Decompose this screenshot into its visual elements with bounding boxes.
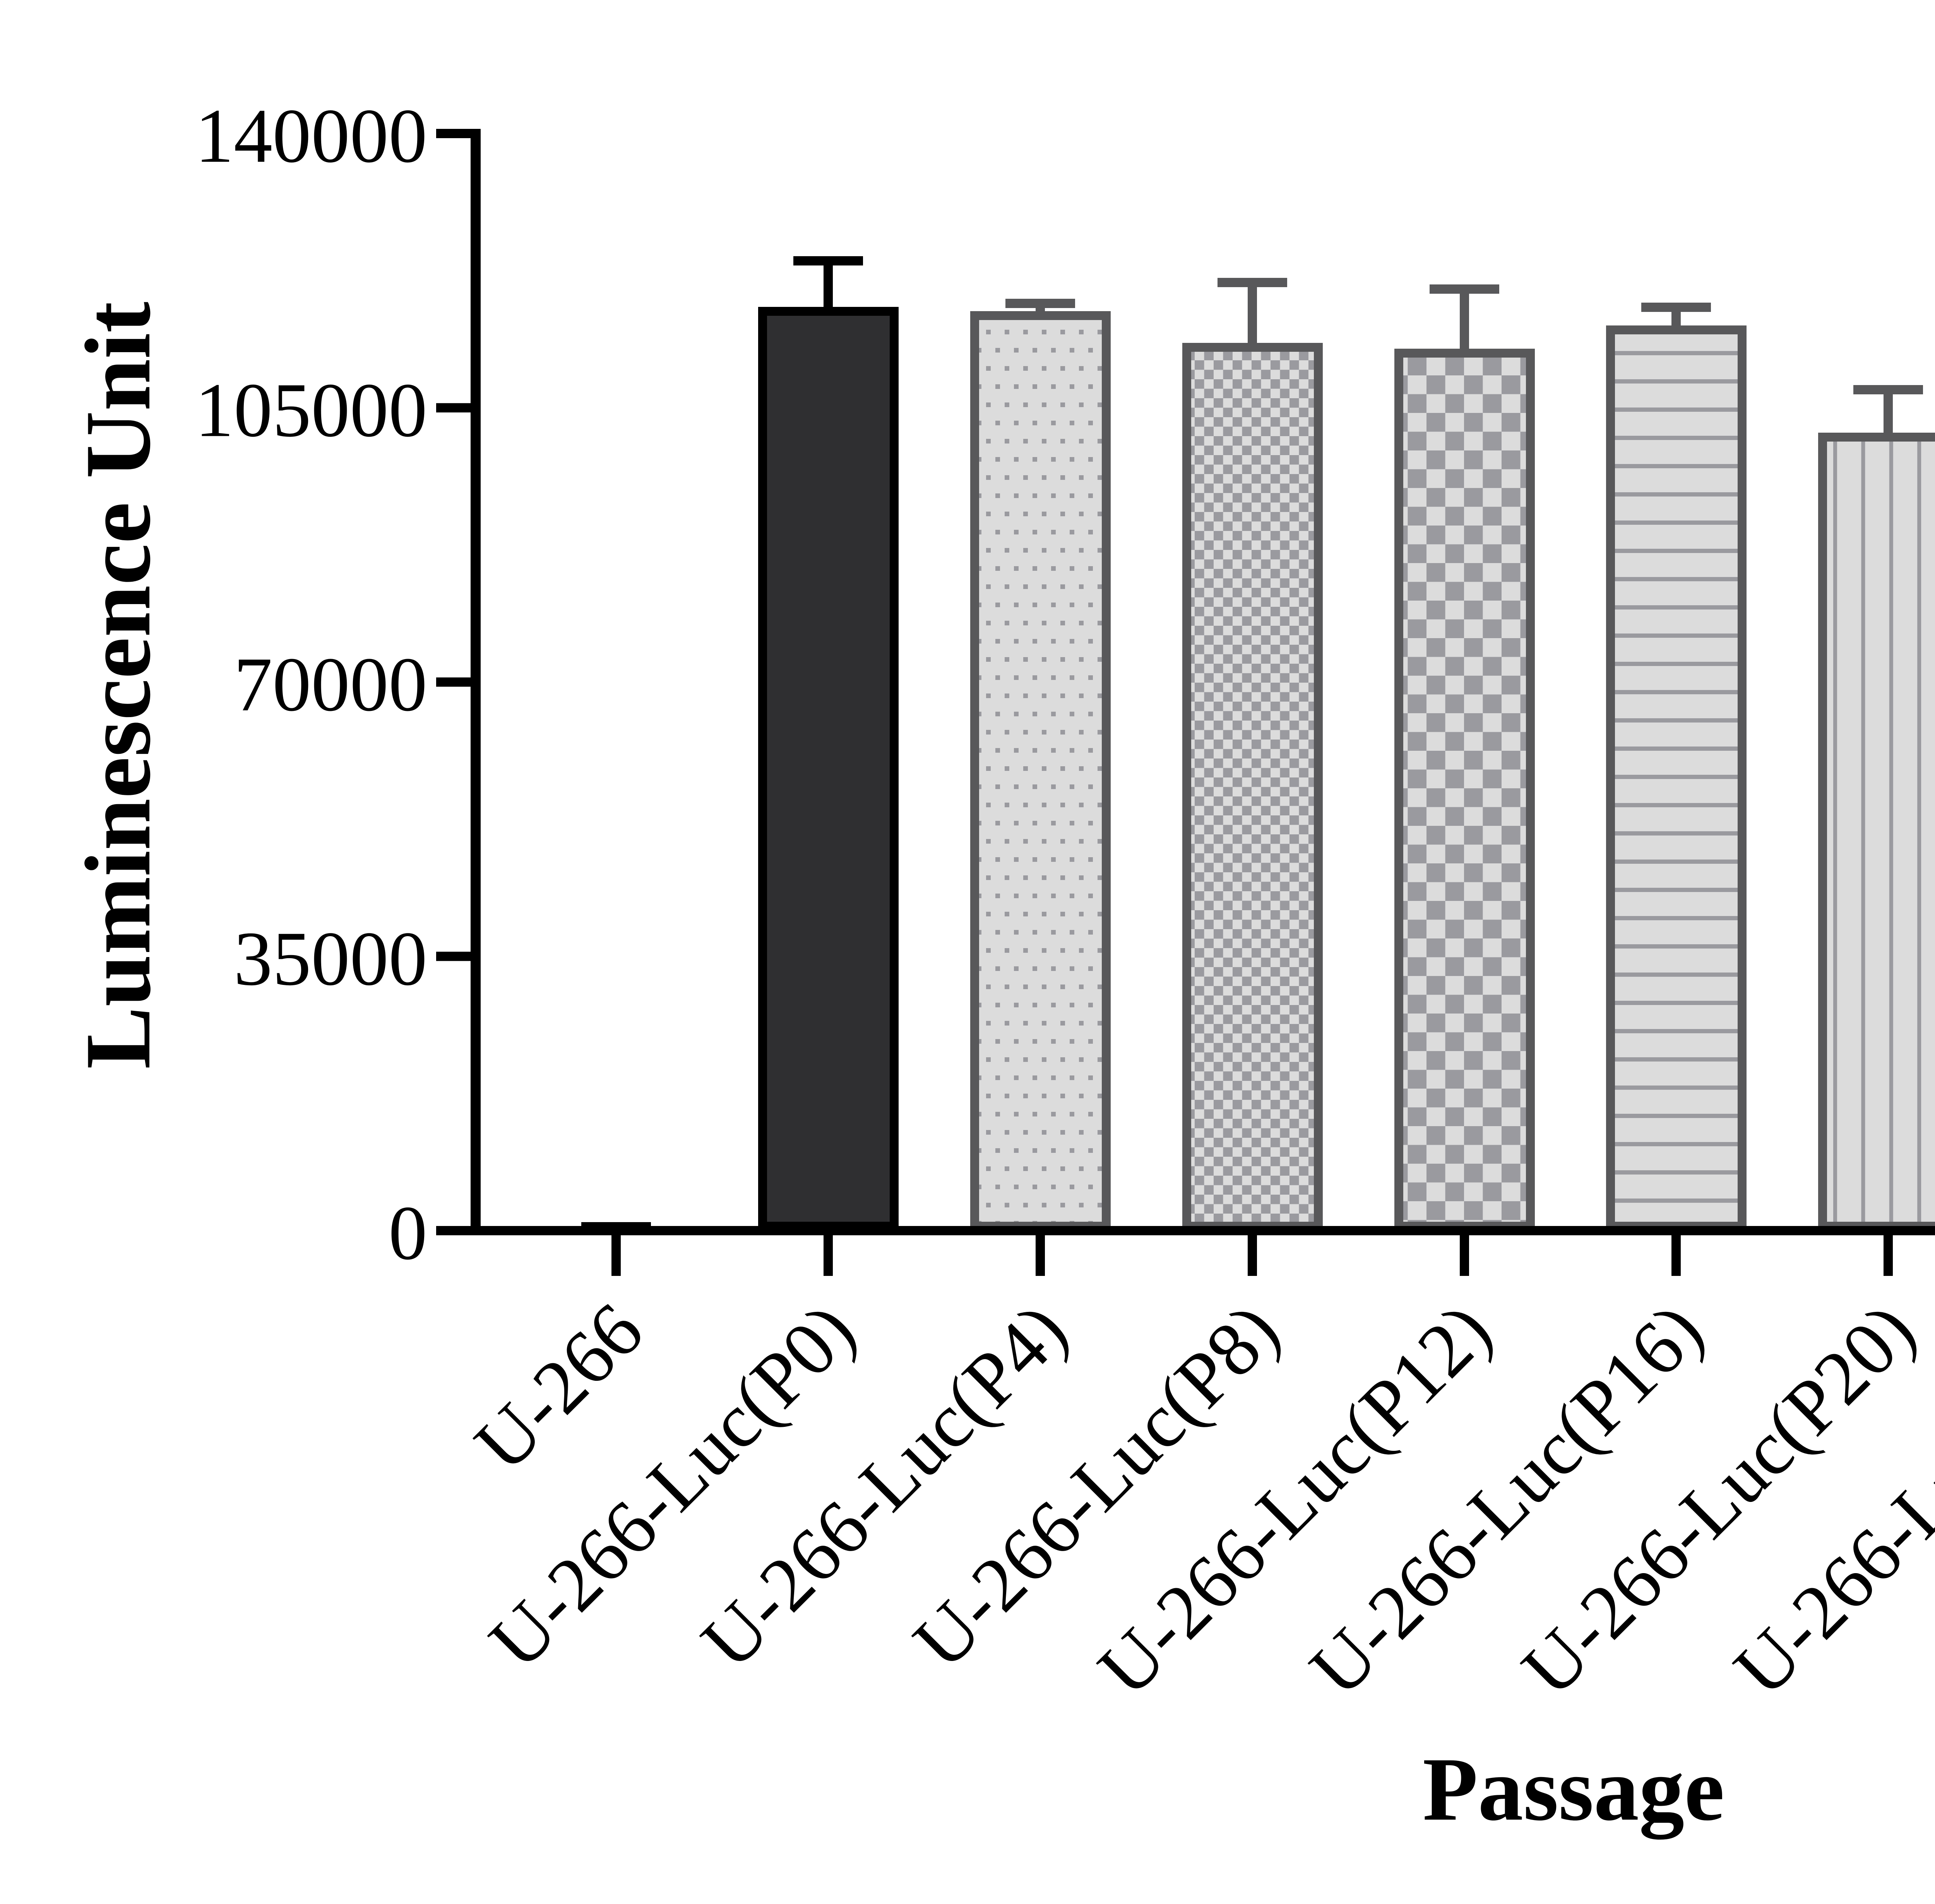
svg-text:35000: 35000: [234, 916, 427, 1002]
svg-text:Luminescence Unit: Luminescence Unit: [66, 302, 170, 1069]
svg-text:Passage: Passage: [1423, 1739, 1724, 1840]
svg-text:105000: 105000: [195, 368, 427, 453]
svg-text:140000: 140000: [195, 93, 427, 179]
svg-text:70000: 70000: [234, 642, 427, 728]
svg-text:0: 0: [389, 1190, 427, 1276]
